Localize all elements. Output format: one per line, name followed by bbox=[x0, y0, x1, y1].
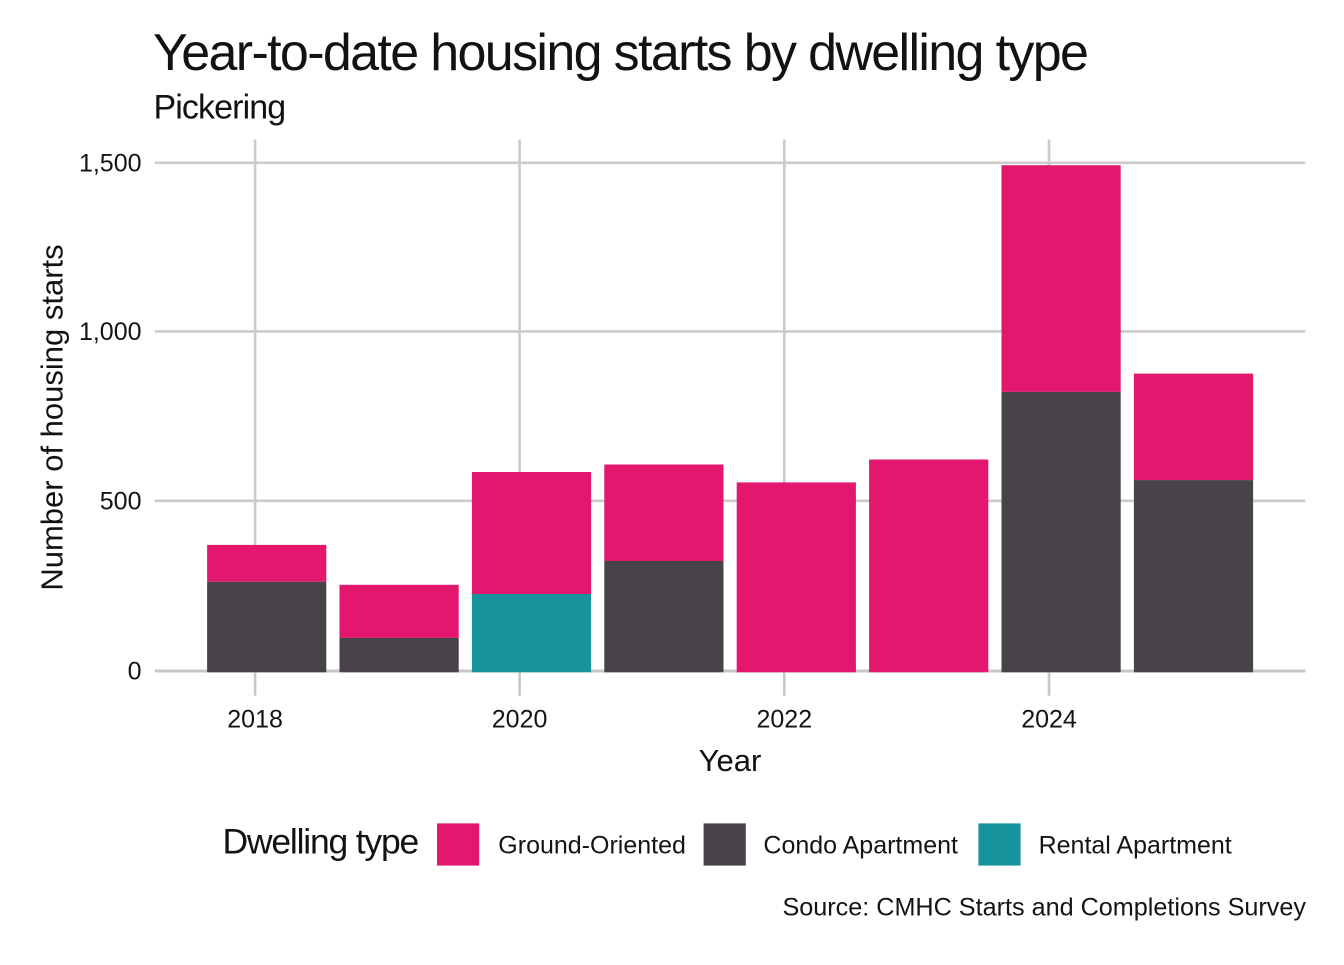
svg-text:Dwelling type: Dwelling type bbox=[223, 822, 419, 862]
svg-text:Ground-Oriented: Ground-Oriented bbox=[498, 832, 686, 860]
svg-text:Number of housing starts: Number of housing starts bbox=[34, 244, 69, 590]
svg-text:1,000: 1,000 bbox=[79, 318, 142, 346]
svg-text:Year: Year bbox=[699, 743, 762, 778]
svg-text:500: 500 bbox=[100, 488, 142, 516]
svg-text:2018: 2018 bbox=[227, 706, 283, 734]
svg-text:Condo Apartment: Condo Apartment bbox=[763, 832, 958, 860]
svg-text:2022: 2022 bbox=[756, 706, 812, 734]
svg-text:Pickering: Pickering bbox=[154, 89, 286, 127]
svg-text:0: 0 bbox=[128, 657, 142, 685]
svg-text:2020: 2020 bbox=[492, 706, 548, 734]
svg-text:1,500: 1,500 bbox=[79, 150, 142, 178]
svg-text:2024: 2024 bbox=[1021, 706, 1077, 734]
svg-text:Rental Apartment: Rental Apartment bbox=[1039, 832, 1232, 860]
svg-text:Year-to-date housing starts by: Year-to-date housing starts by dwelling … bbox=[153, 24, 1087, 82]
svg-text:Source: CMHC Starts and Comple: Source: CMHC Starts and Completions Surv… bbox=[782, 894, 1306, 922]
